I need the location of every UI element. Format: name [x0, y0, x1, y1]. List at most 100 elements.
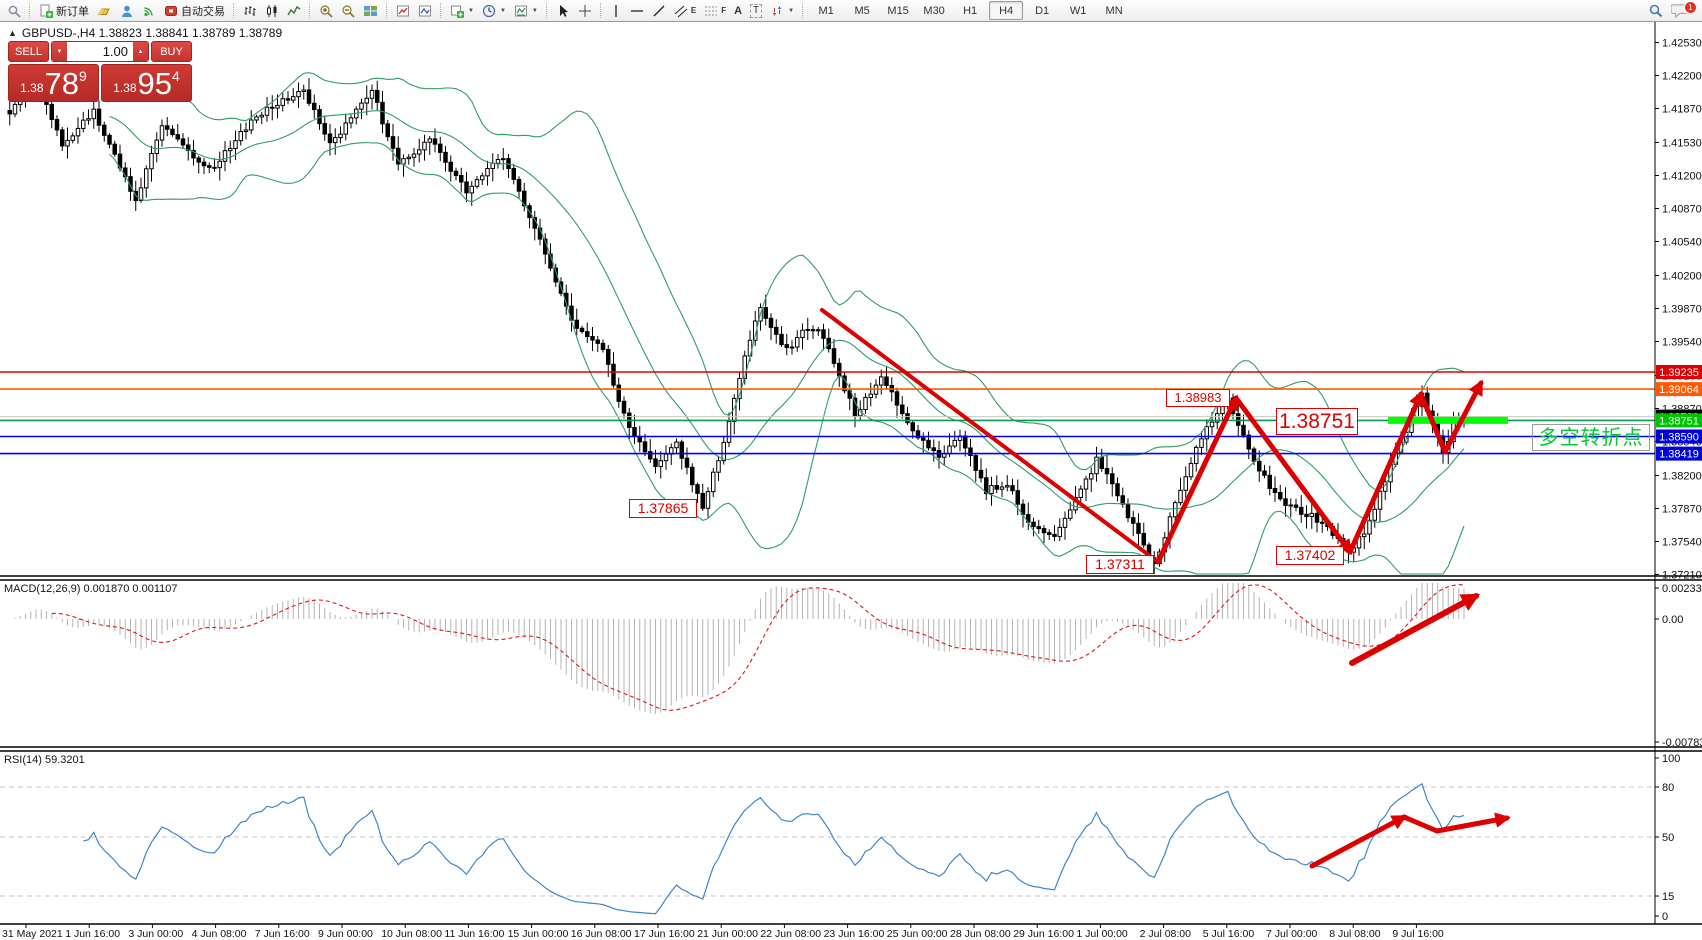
- templates-button[interactable]: ▼: [511, 1, 541, 20]
- timeframe-button-m15[interactable]: M15: [887, 4, 909, 17]
- profile-chart-plus-icon: [419, 5, 431, 16]
- toolbar-separator: [233, 3, 235, 18]
- svg-text:1.39064: 1.39064: [1659, 384, 1699, 396]
- svg-text:1.38419: 1.38419: [1659, 449, 1699, 461]
- profiles-next-button[interactable]: [415, 1, 435, 20]
- notification-badge: 1: [1684, 0, 1697, 14]
- zoom-out-icon: [342, 4, 355, 18]
- search-button[interactable]: [1645, 1, 1666, 20]
- volume-input[interactable]: [67, 42, 133, 61]
- market-button[interactable]: [94, 1, 115, 20]
- svg-text:0: 0: [1662, 911, 1668, 923]
- new-chart-button[interactable]: ▼: [447, 1, 477, 20]
- svg-text:0.00: 0.00: [1662, 614, 1683, 626]
- candlestick-button[interactable]: [262, 1, 282, 20]
- svg-text:100: 100: [1662, 753, 1680, 765]
- timeframe-button-m5[interactable]: M5: [854, 4, 870, 17]
- autotrading-button[interactable]: 自动交易: [161, 1, 228, 20]
- trendline-icon: [653, 5, 665, 16]
- svg-text:1.38590: 1.38590: [1659, 432, 1699, 444]
- svg-text:1.39870: 1.39870: [1662, 304, 1702, 316]
- notifications-button[interactable]: 1: [1668, 0, 1698, 20]
- svg-text:1.40540: 1.40540: [1662, 237, 1702, 249]
- price-annotation[interactable]: 1.37311: [1086, 555, 1154, 574]
- sell-price-big: 78: [44, 66, 80, 101]
- timeframe-button-d1[interactable]: D1: [1035, 4, 1050, 17]
- new-order-button[interactable]: 新订单: [36, 1, 92, 20]
- arrow-shapes-icon: [773, 5, 782, 16]
- price-axis: 1.42530 1.42200 1.41870 1.41530 1.41200 1.408…: [1655, 38, 1702, 582]
- timeframe-button-w1[interactable]: W1: [1069, 4, 1087, 17]
- trendline-tool-button[interactable]: [649, 1, 669, 20]
- toolbar-separator: [440, 3, 442, 18]
- chart-window-title[interactable]: ▲ GBPUSD-,H4 1.38823 1.38841 1.38789 1.3…: [8, 26, 282, 40]
- svg-text:23 Jun 16:00: 23 Jun 16:00: [824, 928, 885, 940]
- buy-price-prefix: 1.38: [113, 81, 137, 95]
- line-chart-button[interactable]: [284, 1, 304, 20]
- zoom-in-icon: [320, 4, 333, 18]
- profiles-button[interactable]: [393, 1, 413, 20]
- svg-text:8 Jul 08:00: 8 Jul 08:00: [1329, 928, 1381, 940]
- svg-text:7 Jun 16:00: 7 Jun 16:00: [255, 928, 310, 940]
- gold-ingot-icon: [98, 8, 110, 15]
- rsi-arrows: [1309, 812, 1511, 869]
- crosshair-tool-button[interactable]: [575, 1, 595, 20]
- svg-text:10 Jun 08:00: 10 Jun 08:00: [381, 928, 442, 940]
- price-annotation[interactable]: 1.38751: [1276, 408, 1358, 435]
- horizontal-line-tool-button[interactable]: [627, 1, 647, 20]
- sell-price-prefix: 1.38: [20, 81, 44, 95]
- main-toolbar: 新订单 自动交易 ▼ ▼: [0, 0, 1702, 22]
- text-tool-icon: A: [734, 4, 743, 17]
- timeframe-button-m1[interactable]: M1: [818, 4, 834, 17]
- text-label-tool-button[interactable]: T: [747, 1, 765, 20]
- volume-decrease-button[interactable]: ▼: [52, 42, 67, 61]
- turning-point-text-object[interactable]: 多空转折点: [1532, 424, 1650, 451]
- svg-text:1.40200: 1.40200: [1662, 271, 1702, 283]
- app-icon[interactable]: [4, 1, 24, 20]
- svg-text:9 Jul 16:00: 9 Jul 16:00: [1392, 928, 1444, 940]
- toolbar-separator: [29, 3, 31, 18]
- timeframe-button-h4[interactable]: H4: [989, 1, 1024, 20]
- channel-tool-button[interactable]: E: [671, 1, 699, 20]
- svg-text:1.42530: 1.42530: [1662, 38, 1702, 50]
- volume-increase-button[interactable]: ▲: [133, 42, 148, 61]
- buy-price-button[interactable]: 1.38 95 4: [101, 64, 192, 102]
- text-label-icon: T: [750, 3, 763, 18]
- price-annotation[interactable]: 1.37865: [629, 499, 697, 518]
- periods-button[interactable]: ▼: [479, 1, 509, 20]
- signals-button[interactable]: [139, 1, 159, 20]
- timeframe-button-mn[interactable]: MN: [1105, 4, 1123, 17]
- svg-text:9 Jun 00:00: 9 Jun 00:00: [318, 928, 373, 940]
- sell-button[interactable]: SELL: [8, 41, 49, 62]
- zoom-out-button[interactable]: [338, 1, 358, 20]
- svg-text:16 Jun 08:00: 16 Jun 08:00: [571, 928, 632, 940]
- community-button[interactable]: [117, 1, 137, 20]
- fibonacci-tool-button[interactable]: F: [701, 1, 729, 20]
- zoom-in-button[interactable]: [316, 1, 336, 20]
- cursor-tool-button[interactable]: [553, 1, 573, 20]
- timeframe-toolbar: M1 M5 M15 M30 H1 H4 D1 W1 MN: [808, 1, 1132, 20]
- toolbar-separator: [545, 3, 548, 18]
- tile-windows-button[interactable]: [360, 1, 381, 20]
- search-icon: [1649, 4, 1663, 18]
- text-tool-button[interactable]: A: [731, 1, 745, 20]
- svg-text:11 Jun 16:00: 11 Jun 16:00: [444, 928, 504, 940]
- svg-text:0.002332: 0.002332: [1662, 583, 1702, 595]
- clock-icon: [482, 4, 496, 17]
- price-annotation[interactable]: 1.37402: [1276, 546, 1344, 565]
- timeframe-button-h1[interactable]: H1: [963, 4, 978, 17]
- svg-text:50: 50: [1662, 832, 1674, 844]
- price-annotation[interactable]: 1.38983: [1166, 389, 1230, 407]
- horizontal-price-lines: 1.392351.390641.387891.387511.385901.384…: [0, 365, 1702, 461]
- svg-text:28 Jun 08:00: 28 Jun 08:00: [950, 928, 1011, 940]
- toolbar-separator: [599, 3, 602, 18]
- sell-price-button[interactable]: 1.38 78 9: [8, 64, 99, 102]
- arrows-tool-button[interactable]: ▼: [767, 1, 797, 20]
- bar-chart-button[interactable]: [240, 1, 260, 20]
- collapse-arrow-icon[interactable]: ▲: [8, 28, 17, 38]
- sell-price-pip: 9: [79, 68, 87, 84]
- timeframe-button-m30[interactable]: M30: [923, 4, 945, 17]
- vertical-line-tool-button[interactable]: [607, 1, 625, 20]
- buy-button[interactable]: BUY: [151, 41, 192, 62]
